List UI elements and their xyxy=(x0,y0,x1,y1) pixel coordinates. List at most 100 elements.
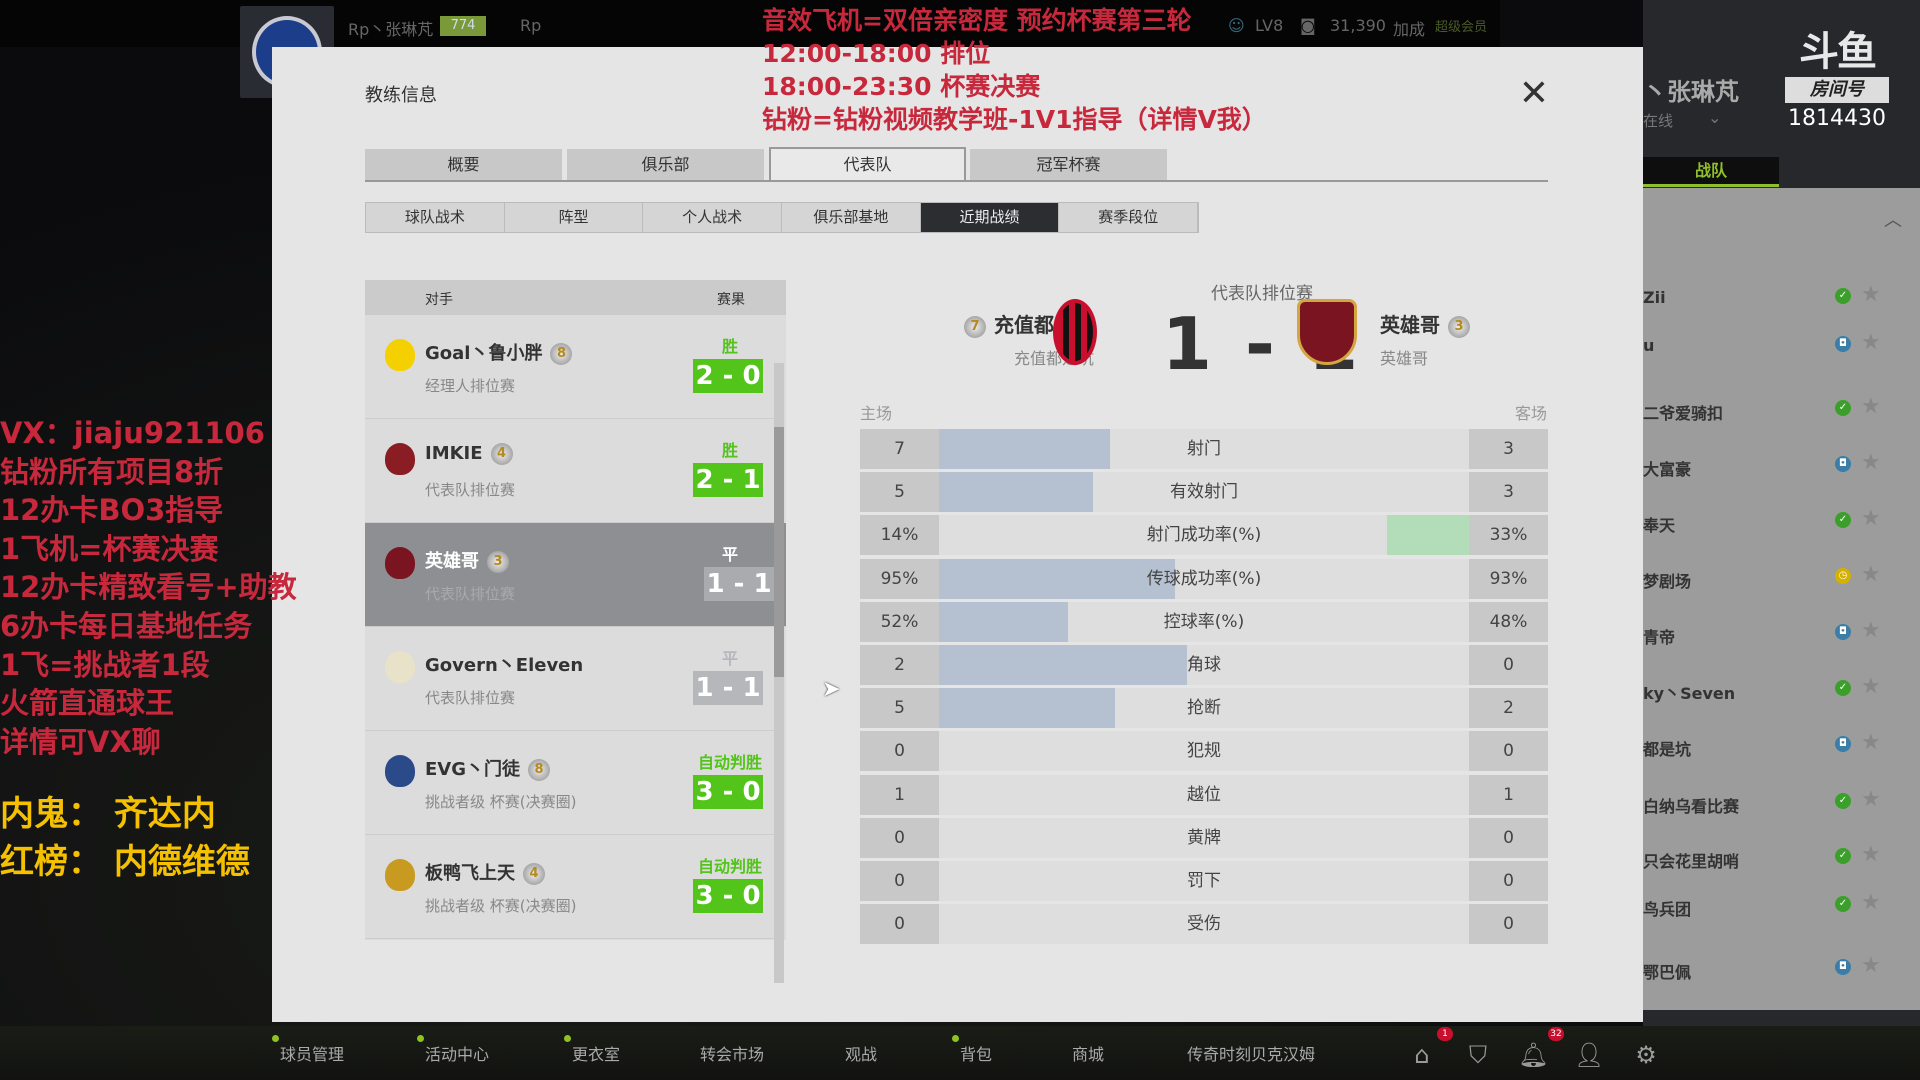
nav-item[interactable]: 更衣室 xyxy=(564,1035,620,1065)
stat-row: 0 罚下 0 xyxy=(860,861,1548,901)
away-value: 93% xyxy=(1469,558,1548,599)
nav-item[interactable]: 转会市场 xyxy=(700,1041,764,1065)
rank-badge-icon: 3 xyxy=(1448,316,1470,338)
home-value: 0 xyxy=(860,817,939,858)
status-in-game-icon: ◘ xyxy=(1835,456,1851,472)
opponent-name-text: Govern丶Eleven xyxy=(425,655,584,676)
tab-1[interactable]: 俱乐部 xyxy=(567,149,764,181)
stat-label: 射门成功率(%) xyxy=(1146,525,1262,546)
team-member[interactable]: 梦剧场 ◷ ★ xyxy=(1643,562,1920,594)
stat-label: 射门 xyxy=(1187,439,1221,459)
team-member-list: ︿ Zii ✓ ★ u ◘ ★ 二爷爱骑扣 ✓ ★ 大富豪 ◘ ★ 奉天 ✓ ★ 梦剧场 ◷ ★ 青帝 ◘ ★ ky丶Se… xyxy=(1643,188,1920,1010)
stat-row: 2 角球 0 xyxy=(860,645,1548,685)
bell-icon[interactable]: 🔔︎ 32 xyxy=(1518,1027,1564,1070)
team-member[interactable]: 只会花里胡哨 ✓ ★ xyxy=(1643,842,1920,874)
gear-icon[interactable]: ⚙ xyxy=(1635,1041,1657,1069)
opponent-name-text: 英雄哥 xyxy=(425,551,479,572)
status-in-game-icon: ◘ xyxy=(1835,336,1851,352)
nav-item[interactable]: 活动中心 xyxy=(417,1035,489,1065)
stat-row: 0 黄牌 0 xyxy=(860,817,1548,858)
stat-row: 5 抢断 2 xyxy=(860,688,1548,729)
collapse-icon[interactable]: ︿ xyxy=(1884,210,1902,231)
star-icon[interactable]: ★ xyxy=(1861,394,1881,419)
tab-team[interactable]: 战队 xyxy=(1643,157,1779,187)
team-member[interactable]: Zii ✓ ★ xyxy=(1643,282,1920,314)
streamer-status: 在线 xyxy=(1643,112,1674,130)
star-icon[interactable]: ★ xyxy=(1861,953,1881,978)
member-name: 鄂巴佩 xyxy=(1643,963,1692,982)
tab-3[interactable]: 冠军杯赛 xyxy=(970,149,1167,181)
star-icon[interactable]: ★ xyxy=(1861,450,1881,475)
subtab-4[interactable]: 近期战绩 xyxy=(920,203,1060,232)
team-member[interactable]: 青帝 ◘ ★ xyxy=(1643,618,1920,650)
bottom-nav-bar: 球员管理 活动中心 更衣室 转会市场 观战 背包 商城 传奇时刻贝克汉姆 ⌂ 1 ⛉ 🔔︎ 32 👤︎ ⚙ xyxy=(0,1026,1920,1080)
home-value: 1 xyxy=(860,774,939,815)
star-icon[interactable]: ★ xyxy=(1861,618,1881,643)
star-icon[interactable]: ★ xyxy=(1861,506,1881,531)
opponent-name: Goal丶鲁小胖 8 xyxy=(425,339,573,365)
star-icon[interactable]: ★ xyxy=(1861,787,1881,812)
stat-label: 有效射门 xyxy=(1170,482,1238,503)
stat-row: 14% 射门成功率(%) 33% xyxy=(860,515,1548,556)
nav-item[interactable]: 背包 xyxy=(952,1035,992,1065)
star-icon[interactable]: ★ xyxy=(1861,890,1881,915)
team-member[interactable]: 都是坑 ◘ ★ xyxy=(1643,730,1920,762)
star-icon[interactable]: ★ xyxy=(1861,674,1881,699)
nav-label: 传奇时刻贝克汉姆 xyxy=(1187,1045,1316,1064)
tab-2[interactable]: 代表队 xyxy=(769,147,966,181)
score-box: 3 - 0 xyxy=(693,775,763,809)
nav-item[interactable]: 观战 xyxy=(845,1041,877,1065)
away-bar xyxy=(1387,515,1469,556)
team-member[interactable]: 二爷爱骑扣 ✓ ★ xyxy=(1643,394,1920,426)
star-icon[interactable]: ★ xyxy=(1861,330,1881,355)
member-name: 奉天 xyxy=(1643,516,1676,535)
match-row[interactable]: 英雄哥 3 代表队排位赛 平 1 - 1 xyxy=(365,523,786,627)
team-member[interactable]: u ◘ ★ xyxy=(1643,330,1920,362)
profile-icon[interactable]: 👤︎ xyxy=(1574,1041,1605,1069)
team-member[interactable]: ky丶Seven ✓ ★ xyxy=(1643,674,1920,706)
smiley-icon: ☺ xyxy=(1228,16,1245,35)
subtab-1[interactable]: 阵型 xyxy=(504,203,644,232)
result-label: 平 xyxy=(721,545,738,564)
chevron-down-icon[interactable]: ⌄ xyxy=(1708,108,1722,127)
team-member[interactable]: 鸟兵团 ✓ ★ xyxy=(1643,890,1920,922)
star-icon[interactable]: ★ xyxy=(1861,730,1881,755)
douyu-logo: 斗鱼 xyxy=(1799,29,1877,75)
star-icon[interactable]: ★ xyxy=(1861,842,1881,867)
opponent-name-text: Goal丶鲁小胖 xyxy=(425,343,543,364)
tab-0[interactable]: 概要 xyxy=(365,149,562,181)
away-value: 3 xyxy=(1469,429,1548,469)
home-bar xyxy=(939,601,1068,642)
team-member[interactable]: 奉天 ✓ ★ xyxy=(1643,506,1920,538)
team-member[interactable]: 白纳乌看比赛 ✓ ★ xyxy=(1643,787,1920,819)
star-icon[interactable]: ★ xyxy=(1861,562,1881,587)
match-row[interactable]: IMKIE 4 代表队排位赛 胜 2 - 1 xyxy=(365,419,775,523)
star-icon[interactable]: ★ xyxy=(1861,282,1881,307)
team-member[interactable]: 大富豪 ◘ ★ xyxy=(1643,450,1920,482)
subtab-3[interactable]: 俱乐部基地 xyxy=(782,203,921,232)
home-icon[interactable]: ⌂ 1 xyxy=(1407,1027,1453,1070)
player-name: Rp丶张琳芃 xyxy=(348,20,434,39)
stat-row: 7 射门 3 xyxy=(860,429,1548,469)
result-label: 自动判胜 xyxy=(697,857,762,876)
subtab-2[interactable]: 个人战术 xyxy=(643,203,783,232)
overlay-line: 1飞机=杯赛决赛 xyxy=(0,531,219,566)
nav-item[interactable]: 传奇时刻贝克汉姆 xyxy=(1187,1041,1315,1065)
status-away-icon: ◷ xyxy=(1835,568,1851,584)
away-value: 3 xyxy=(1469,472,1548,513)
close-button[interactable]: ✕ xyxy=(1518,73,1550,114)
team-member[interactable]: 鄂巴佩 ◘ ★ xyxy=(1643,953,1920,985)
subtab-5[interactable]: 赛季段位 xyxy=(1059,203,1199,232)
shield-icon[interactable]: ⛉ xyxy=(1469,1041,1487,1069)
nav-item[interactable]: 商城 xyxy=(1072,1041,1104,1065)
match-row[interactable]: EVG丶门徒 8 挑战者级 杯赛(决赛圈) 自动判胜 3 - 0 xyxy=(365,731,775,835)
nav-item[interactable]: 球员管理 xyxy=(272,1035,345,1065)
nav-label: 转会市场 xyxy=(700,1045,765,1064)
match-row[interactable]: 板鸭飞上天 4 挑战者级 杯赛(决赛圈) 自动判胜 3 - 0 xyxy=(365,835,775,939)
match-row[interactable]: Govern丶Eleven 代表队排位赛 平 1 - 1 xyxy=(365,627,775,731)
scrollbar-thumb[interactable] xyxy=(774,427,784,677)
result-label: 自动判胜 xyxy=(697,753,762,772)
match-row[interactable]: Goal丶鲁小胖 8 经理人排位赛 胜 2 - 0 xyxy=(365,315,775,419)
nav-label: 球员管理 xyxy=(280,1045,345,1064)
subtab-0[interactable]: 球队战术 xyxy=(366,203,505,232)
